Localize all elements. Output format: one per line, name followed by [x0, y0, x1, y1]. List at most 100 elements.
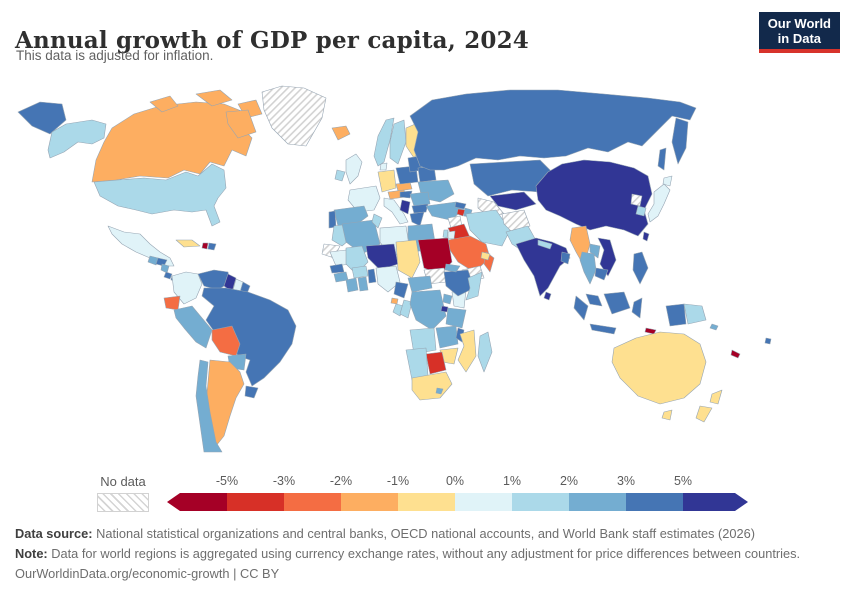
country-australia[interactable]	[611, 331, 707, 405]
country-equatorial-guinea[interactable]	[390, 297, 399, 305]
country-guatemala[interactable]	[147, 255, 159, 266]
country-russia-sakhalin[interactable]	[657, 147, 667, 171]
country-chile[interactable]	[195, 359, 223, 453]
legend-segment-3[interactable]	[341, 493, 398, 511]
country-japan[interactable]	[647, 183, 671, 223]
legend-segment-1[interactable]	[227, 493, 284, 511]
country-zambia[interactable]	[435, 325, 459, 349]
legend-segment-5[interactable]	[455, 493, 512, 511]
country-costa-rica[interactable]	[163, 271, 173, 280]
country-bangladesh[interactable]	[560, 251, 571, 265]
country-canada-island-1[interactable]	[149, 95, 179, 113]
legend-segment-0[interactable]	[167, 493, 227, 511]
country-tunisia[interactable]	[371, 213, 383, 229]
country-benin[interactable]	[367, 268, 377, 284]
country-south-korea[interactable]	[635, 205, 647, 217]
country-brazil[interactable]	[201, 287, 297, 387]
country-namibia[interactable]	[405, 347, 429, 381]
country-vietnam[interactable]	[597, 237, 617, 277]
country-usa[interactable]	[93, 163, 227, 227]
country-new-zealand-north[interactable]	[709, 389, 723, 405]
legend-segment-6[interactable]	[512, 493, 569, 511]
country-iceland[interactable]	[331, 125, 351, 141]
country-france[interactable]	[347, 185, 381, 213]
country-romania[interactable]	[409, 191, 431, 207]
country-uzbekistan[interactable]	[489, 191, 537, 211]
country-bulgaria[interactable]	[411, 203, 429, 214]
country-denmark[interactable]	[379, 162, 388, 171]
country-russia-chukotka[interactable]	[17, 101, 67, 135]
country-cambodia[interactable]	[594, 267, 609, 281]
country-georgia[interactable]	[454, 201, 467, 210]
country-peru[interactable]	[173, 305, 213, 349]
country-lesotho[interactable]	[435, 387, 444, 395]
country-israel[interactable]	[442, 229, 449, 239]
country-portugal[interactable]	[328, 210, 337, 229]
country-cuba[interactable]	[175, 239, 201, 248]
country-jordan[interactable]	[447, 230, 456, 240]
country-ireland[interactable]	[334, 169, 346, 182]
country-congo[interactable]	[399, 299, 413, 319]
country-new-caledonia[interactable]	[730, 349, 741, 359]
country-ethiopia[interactable]	[443, 269, 475, 297]
country-russia[interactable]	[409, 89, 697, 171]
country-indonesia-java[interactable]	[589, 323, 617, 335]
country-drc[interactable]	[409, 289, 447, 331]
owid-logo[interactable]: Our World in Data	[758, 12, 840, 53]
country-central-african-republic[interactable]	[407, 275, 433, 293]
country-ivory-coast[interactable]	[345, 277, 359, 293]
country-thailand[interactable]	[579, 251, 597, 285]
legend-segment-9[interactable]	[683, 493, 748, 511]
legend-segment-8[interactable]	[626, 493, 683, 511]
country-rwanda[interactable]	[440, 305, 449, 313]
country-uruguay[interactable]	[244, 385, 259, 399]
country-serbia[interactable]	[399, 199, 411, 215]
legend-no-data-swatch[interactable]	[97, 493, 149, 512]
country-papua-new-guinea[interactable]	[683, 303, 707, 325]
country-senegal[interactable]	[329, 263, 345, 274]
country-uae[interactable]	[480, 251, 491, 261]
country-haiti[interactable]	[201, 242, 209, 250]
country-laos[interactable]	[589, 243, 601, 259]
country-turkey[interactable]	[425, 201, 465, 221]
country-fiji[interactable]	[764, 337, 772, 345]
country-mozambique[interactable]	[457, 329, 477, 373]
country-uk[interactable]	[345, 153, 363, 185]
country-philippines[interactable]	[632, 251, 649, 285]
country-hungary[interactable]	[399, 190, 413, 199]
country-solomon-islands[interactable]	[709, 323, 719, 331]
country-eritrea[interactable]	[444, 263, 461, 273]
country-germany[interactable]	[377, 169, 397, 193]
country-malaysia[interactable]	[585, 293, 603, 307]
country-south-africa[interactable]	[411, 371, 453, 401]
country-indonesia-sulawesi[interactable]	[631, 297, 643, 319]
country-australia-tasmania[interactable]	[661, 409, 673, 421]
country-angola[interactable]	[409, 327, 437, 355]
country-nepal[interactable]	[537, 239, 553, 250]
country-tanzania[interactable]	[445, 307, 467, 329]
country-burkina-faso[interactable]	[351, 265, 369, 279]
country-norway[interactable]	[373, 117, 395, 167]
country-nigeria[interactable]	[375, 265, 401, 293]
country-gabon[interactable]	[392, 303, 405, 317]
country-mexico[interactable]	[107, 225, 175, 267]
country-ghana[interactable]	[357, 276, 369, 292]
country-botswana[interactable]	[425, 351, 447, 375]
country-greece[interactable]	[409, 211, 425, 227]
country-japan-hokkaido[interactable]	[662, 175, 673, 187]
country-nicaragua[interactable]	[160, 263, 170, 274]
country-madagascar[interactable]	[477, 331, 493, 373]
owid-url-link[interactable]: OurWorldinData.org/economic-growth | CC …	[15, 566, 280, 581]
country-saudi-arabia[interactable]	[447, 235, 491, 273]
country-indonesia-sumatra[interactable]	[573, 295, 589, 321]
country-greenland[interactable]	[261, 85, 327, 147]
country-indonesia-papua[interactable]	[665, 303, 687, 327]
country-dominican-republic[interactable]	[207, 242, 217, 251]
country-chad[interactable]	[395, 239, 421, 279]
country-india[interactable]	[515, 237, 571, 297]
country-canada-island-2[interactable]	[195, 89, 233, 107]
country-uganda[interactable]	[442, 293, 453, 305]
country-armenia[interactable]	[456, 208, 466, 217]
country-taiwan[interactable]	[642, 231, 650, 242]
country-iran[interactable]	[465, 209, 511, 247]
